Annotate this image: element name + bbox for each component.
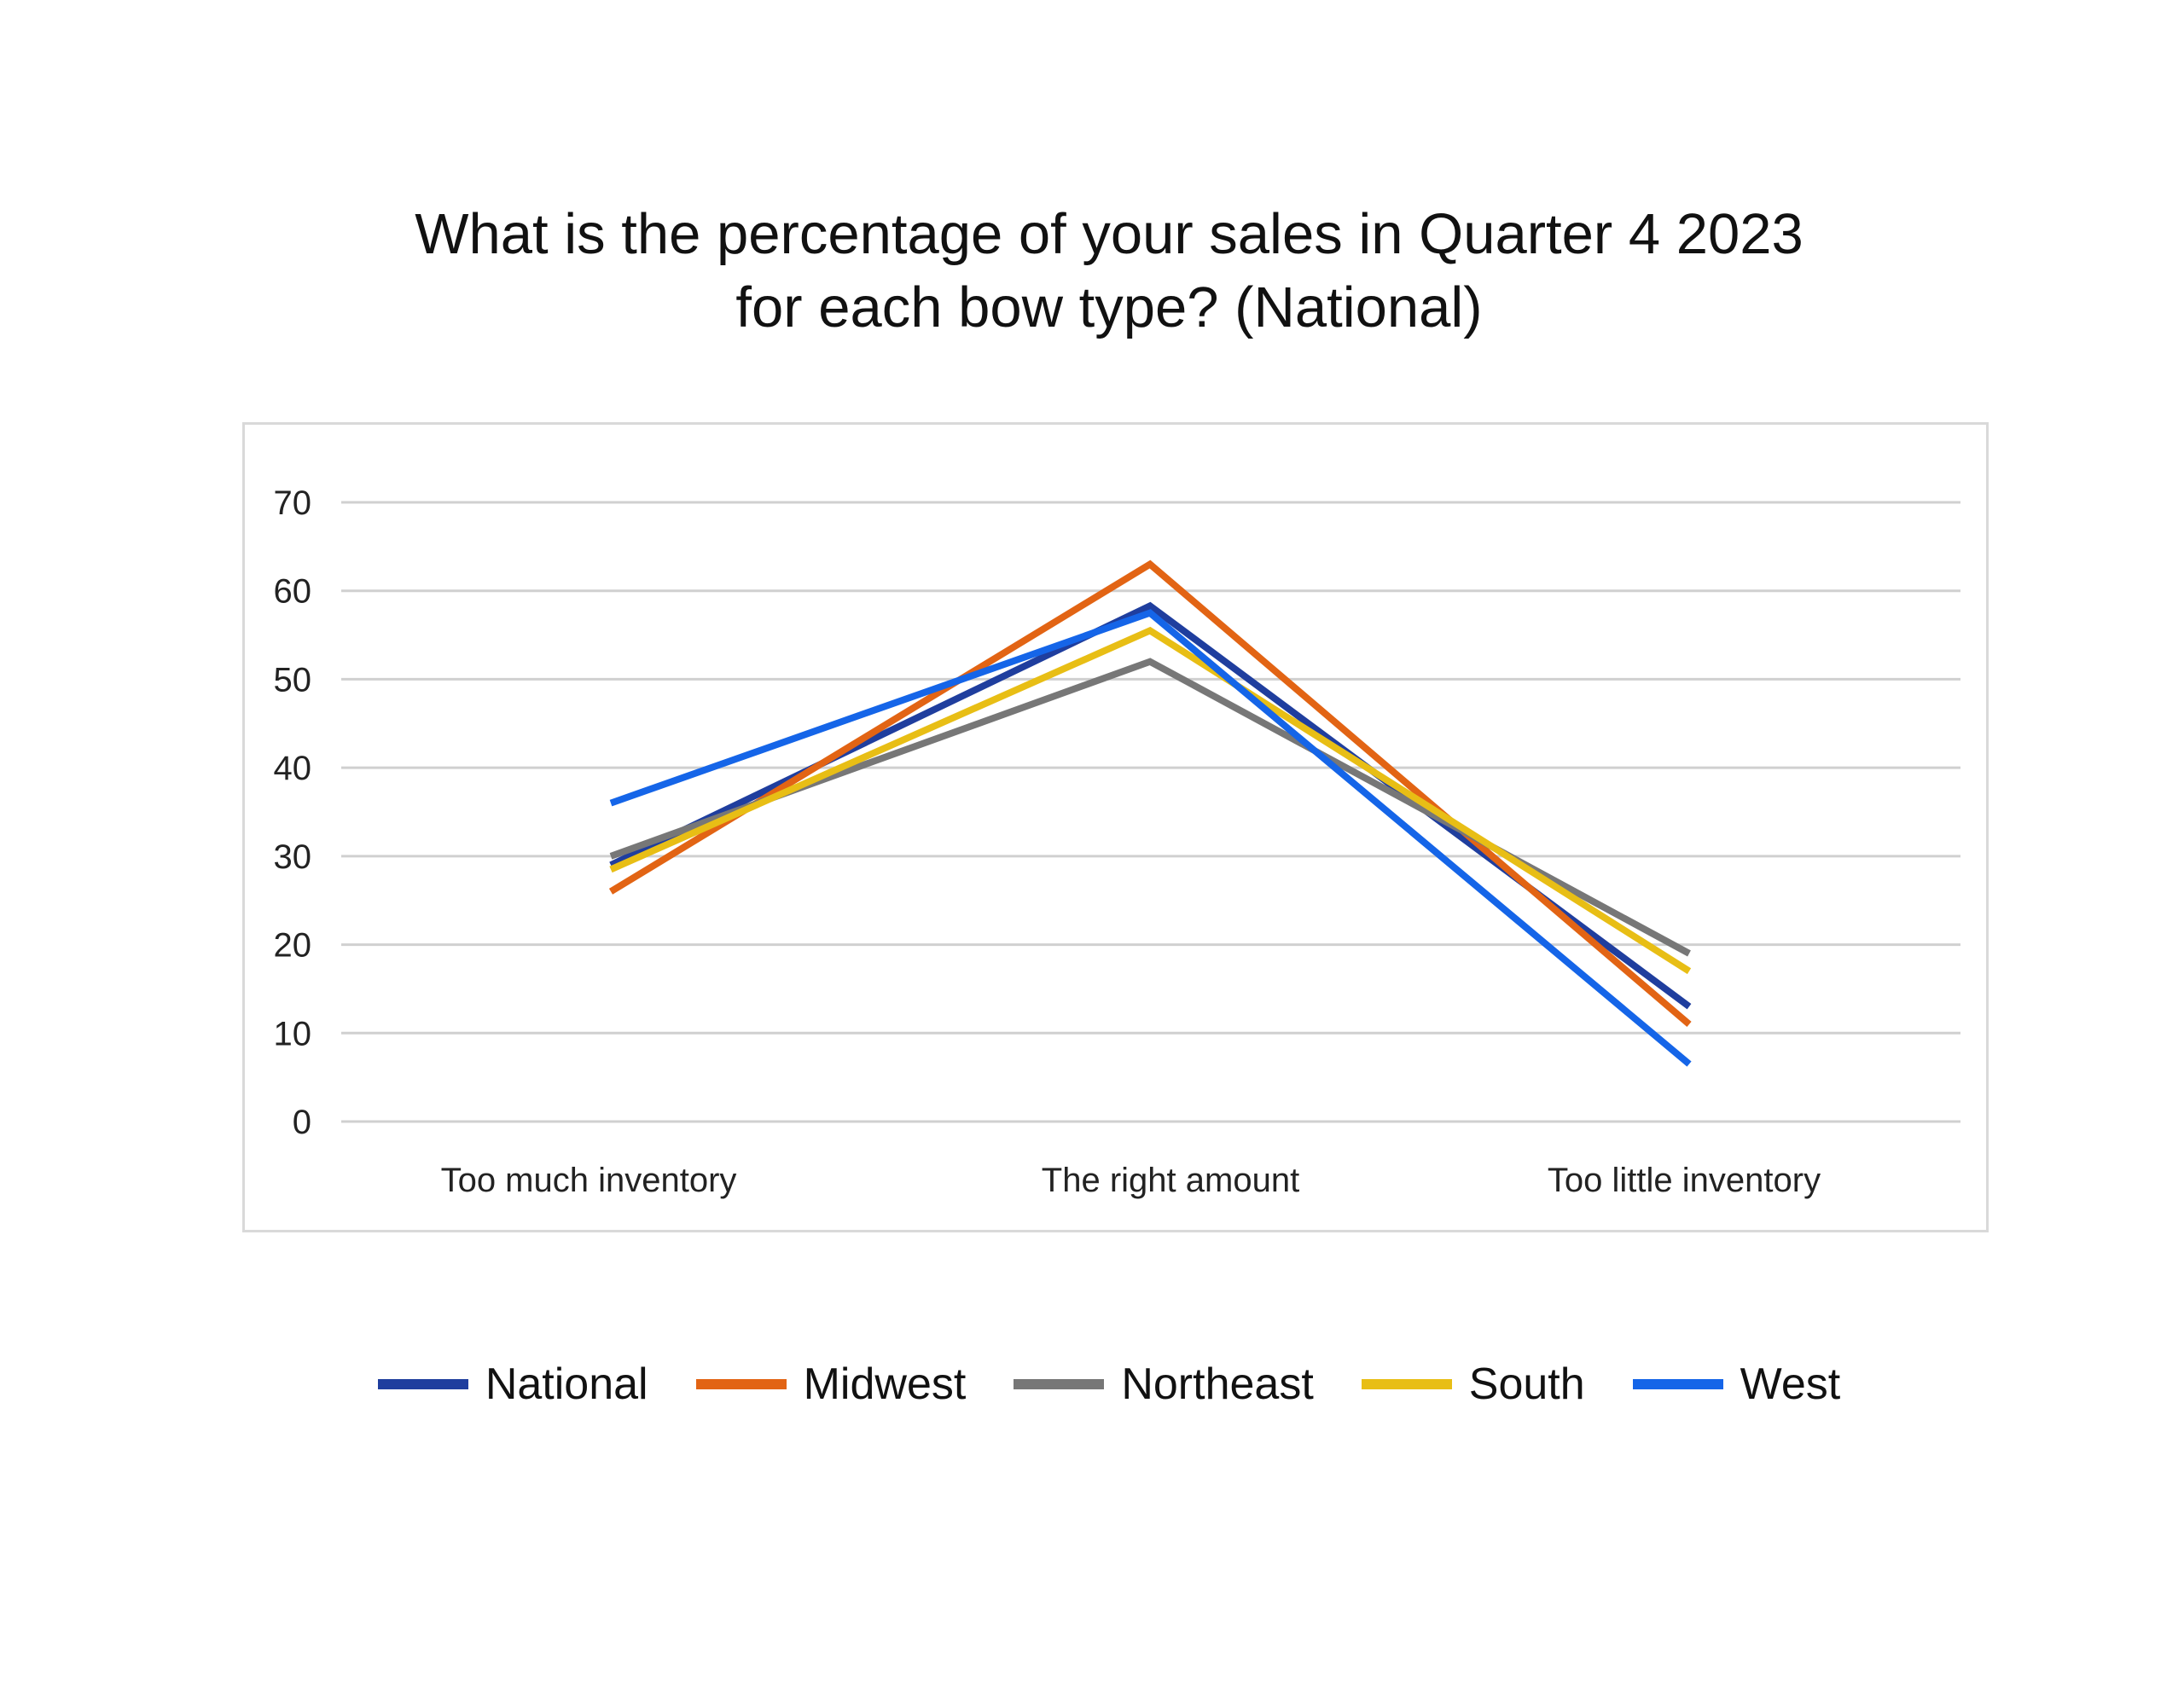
series-line-national <box>609 601 1692 1010</box>
legend-swatch <box>377 1379 468 1389</box>
series-lines <box>608 559 1692 1067</box>
y-tick-label: 70 <box>274 484 312 522</box>
x-tick-label: Too much inventory <box>441 1162 737 1199</box>
y-tick-label: 30 <box>274 838 312 876</box>
legend-item-west: West <box>1632 1359 1841 1410</box>
legend-item-midwest: Midwest <box>695 1359 967 1410</box>
series-line-west <box>609 609 1692 1067</box>
legend-swatch <box>695 1379 787 1389</box>
legend-swatch <box>1632 1379 1723 1389</box>
y-tick-label: 50 <box>274 661 312 699</box>
legend-label: West <box>1740 1359 1841 1409</box>
legend-item-south: South <box>1361 1359 1585 1410</box>
y-axis-ticks: 0 10 20 30 40 50 60 70 <box>274 484 312 1141</box>
gridlines <box>341 501 1960 1123</box>
series-line-midwest <box>608 559 1692 1027</box>
legend-label: Midwest <box>803 1359 967 1409</box>
series-line-northeast <box>609 658 1691 957</box>
y-tick-label: 20 <box>274 927 312 965</box>
legend-swatch <box>1361 1379 1452 1389</box>
chart-title-line-2: for each bow type? (National) <box>735 275 1483 339</box>
legend: National Midwest Northeast South West <box>0 1354 2184 1414</box>
x-tick-label: The right amount <box>1042 1162 1299 1199</box>
chart-title-line-1: What is the percentage of your sales in … <box>415 202 1804 266</box>
legend-swatch <box>1014 1379 1105 1389</box>
series-line-south <box>609 626 1692 975</box>
x-tick-label: Too little inventory <box>1548 1162 1821 1199</box>
legend-item-national: National <box>377 1359 648 1410</box>
y-tick-label: 60 <box>274 573 312 611</box>
y-tick-label: 40 <box>274 750 312 787</box>
y-tick-label: 10 <box>274 1015 312 1052</box>
x-axis-ticks: Too much inventory The right amount Too li… <box>441 1162 1821 1199</box>
legend-label: South <box>1468 1359 1585 1409</box>
plot-area-border <box>242 422 1989 1232</box>
legend-label: Northeast <box>1121 1359 1314 1409</box>
y-tick-label: 0 <box>293 1104 311 1141</box>
chart-title: What is the percentage of your sales in … <box>0 198 2184 345</box>
legend-item-northeast: Northeast <box>1014 1359 1314 1410</box>
legend-label: National <box>485 1359 648 1409</box>
